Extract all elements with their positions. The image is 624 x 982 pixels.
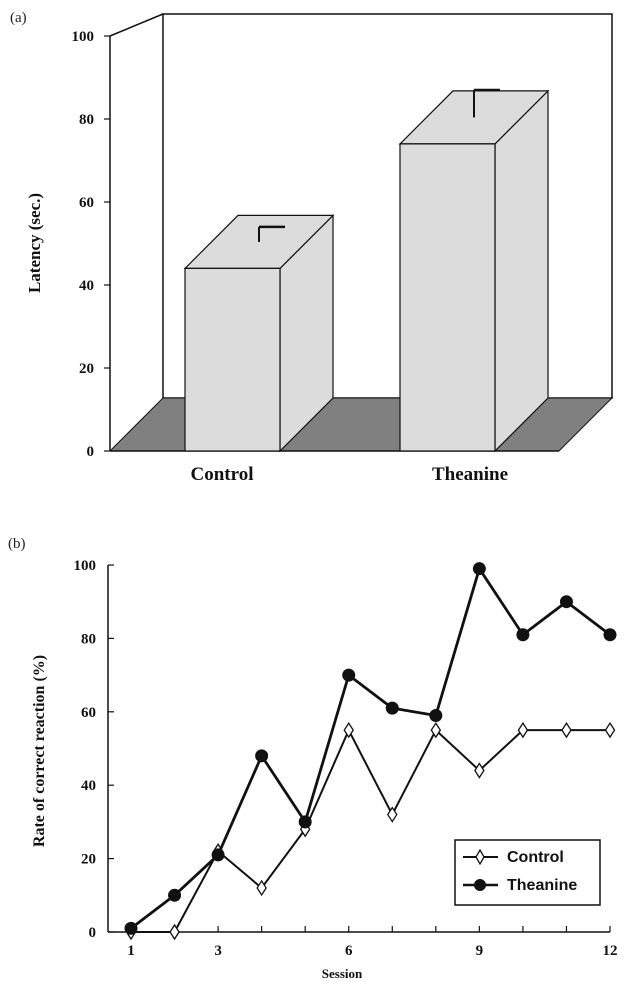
point-theanine — [385, 701, 399, 715]
point-theanine — [168, 888, 182, 902]
legend-item-theanine: Theanine — [463, 877, 577, 894]
x-tick-label: 1 — [127, 943, 135, 959]
bar-side — [494, 89, 549, 453]
point-control — [517, 721, 529, 739]
x-ticks: 1 3 6 9 12 — [127, 926, 618, 959]
panel-b-label: (b) — [8, 536, 26, 552]
panel-a-label: (a) — [10, 10, 27, 26]
legend-marker-theanine — [474, 879, 486, 891]
legend-marker-control — [475, 848, 485, 866]
point-theanine — [603, 628, 617, 642]
y-tick-label: 40 — [79, 278, 94, 294]
bar-front — [184, 267, 281, 452]
y-tick-label: 60 — [81, 705, 96, 721]
x-tick-label: 3 — [214, 943, 222, 959]
bar-control — [183, 213, 335, 453]
legend-label-theanine: Theanine — [507, 877, 577, 894]
point-control — [561, 721, 572, 739]
series-theanine — [124, 562, 617, 935]
bar-theanine — [398, 88, 550, 453]
error-bar — [258, 225, 285, 242]
series — [124, 562, 617, 941]
correct-reaction-line-chart: 0 20 40 60 80 100 1 3 6 9 12 Session Rate of corr… — [31, 558, 618, 981]
point-theanine — [472, 562, 486, 576]
point-control — [387, 806, 398, 823]
category-label-theanine: Theanine — [432, 464, 508, 485]
point-control — [430, 721, 442, 739]
y-tick-label: 20 — [79, 361, 94, 377]
error-bar — [473, 88, 500, 118]
point-theanine — [559, 595, 573, 609]
point-theanine — [342, 668, 356, 682]
y-tick-label: 20 — [81, 852, 96, 868]
latency-bar-chart: 0 20 40 60 80 100 Control Theanine Latency (se… — [25, 13, 614, 485]
point-control — [343, 721, 354, 739]
point-control — [169, 923, 180, 941]
bars — [183, 88, 550, 453]
series-line-control — [131, 729, 610, 933]
legend: Control Theanine — [454, 839, 601, 906]
legend-item-control: Control — [463, 848, 564, 866]
point-control — [256, 879, 267, 897]
y-tick-label: 0 — [87, 444, 95, 460]
point-theanine — [255, 749, 269, 763]
series-control — [125, 721, 616, 941]
point-control — [474, 762, 485, 779]
point-theanine — [429, 708, 443, 722]
y-tick-label: 100 — [74, 558, 97, 574]
y-tick-label: 80 — [79, 112, 94, 128]
point-theanine — [124, 921, 138, 935]
y-tick-label: 0 — [89, 925, 97, 941]
point-theanine — [211, 848, 225, 862]
y-ticks: 0 20 40 60 80 100 — [74, 558, 114, 941]
bar-front — [399, 143, 496, 452]
x-axis-title: Session — [322, 966, 363, 981]
legend-label-control: Control — [507, 849, 564, 866]
series-line-theanine — [130, 567, 611, 930]
side-wall-top — [109, 13, 164, 37]
x-tick-label: 9 — [476, 943, 484, 959]
point-theanine — [298, 815, 312, 829]
y-tick-label: 100 — [72, 29, 95, 45]
y-ticks: 0 20 40 60 80 100 — [72, 29, 110, 460]
x-tick-label: 6 — [345, 943, 353, 959]
category-labels: Control Theanine — [191, 464, 509, 485]
x-tick-label: 12 — [603, 943, 618, 959]
category-label-control: Control — [191, 464, 254, 485]
point-theanine — [516, 628, 530, 642]
point-control — [604, 721, 616, 739]
y-tick-label: 60 — [79, 195, 94, 211]
y-axis-title: Rate of correct reaction (%) — [31, 655, 48, 847]
y-tick-label: 40 — [81, 778, 96, 794]
y-tick-label: 80 — [81, 631, 96, 647]
y-axis-title: Latency (sec.) — [25, 193, 44, 293]
